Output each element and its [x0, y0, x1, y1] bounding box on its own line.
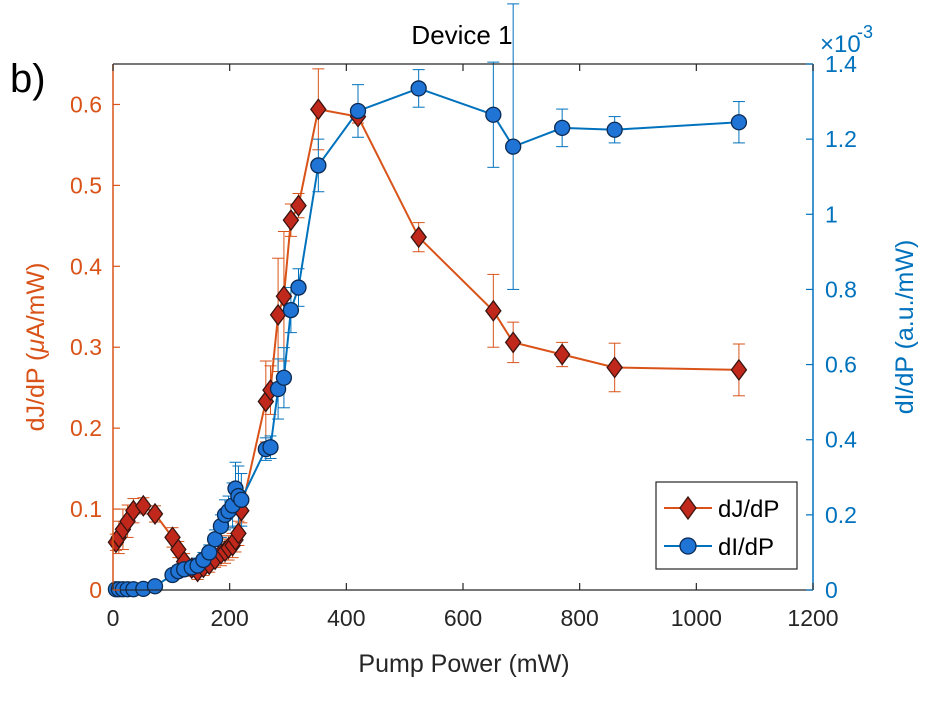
right-y-tick-label: 0.4 — [825, 427, 857, 453]
right-y-axis-label: dI/dP (a.u./mW) — [891, 240, 919, 415]
legend-label-di: dI/dP — [718, 534, 774, 561]
series-line-dJ/dP — [115, 108, 739, 573]
data-point-di — [606, 121, 623, 138]
data-point-di — [282, 301, 300, 319]
data-point-dj — [504, 331, 522, 354]
data-point-dj — [146, 502, 164, 526]
right-exponent-base: ×10 — [820, 31, 861, 58]
right-y-tick-label: 1.4 — [825, 51, 857, 77]
series-markers — [107, 80, 748, 598]
x-tick-label: 1200 — [787, 605, 838, 631]
chart-title: Device 1 — [411, 20, 512, 50]
data-point-dj — [606, 356, 623, 379]
x-tick-label: 800 — [560, 605, 598, 631]
x-tick-label: 600 — [444, 605, 482, 631]
legend-label-dj: dJ/dP — [718, 496, 779, 523]
data-point-di — [233, 491, 250, 508]
x-tick-label: 0 — [107, 605, 120, 631]
right-y-tick-label: 0.8 — [825, 276, 857, 302]
right-y-tick-label: 1 — [825, 201, 838, 227]
series-line-dI/dP — [115, 87, 739, 591]
data-point-di — [310, 157, 327, 174]
data-point-dj — [553, 343, 571, 366]
data-point-di — [262, 439, 279, 456]
x-tick-label: 200 — [210, 605, 248, 631]
data-point-dj — [410, 226, 427, 249]
right-exponent-power: -3 — [857, 22, 873, 42]
left-y-tick-label: 0.2 — [70, 415, 102, 441]
data-point-dj — [135, 494, 152, 517]
left-y-tick-label: 0.6 — [70, 91, 102, 117]
series-lines — [115, 87, 739, 591]
left-y-label-part-2: A/mW) — [22, 263, 50, 339]
legend-box — [655, 481, 798, 570]
data-point-di — [505, 138, 522, 155]
panel-label: b) — [10, 57, 46, 101]
data-point-dj — [230, 522, 247, 545]
left-y-label-part-1: dJ/dP ( — [22, 352, 50, 431]
x-tick-label: 400 — [327, 605, 365, 631]
left-y-tick-label: 0.3 — [70, 334, 102, 360]
data-point-dj — [310, 98, 327, 121]
data-point-di — [349, 102, 367, 120]
legend-marker-dj — [679, 495, 697, 521]
left-y-tick-label: 0.4 — [70, 253, 102, 279]
data-point-di — [146, 578, 164, 595]
data-point-dj — [730, 358, 748, 381]
left-y-tick-label: 0 — [89, 577, 102, 603]
right-y-tick-label: 0.6 — [825, 352, 857, 378]
data-point-di — [730, 114, 748, 131]
data-point-di — [410, 80, 427, 97]
data-point-di — [554, 119, 571, 137]
right-axis-exponent: ×10 -3 — [820, 22, 873, 58]
data-point-di — [485, 106, 502, 123]
right-y-tick-label: 0 — [825, 577, 838, 603]
legend-marker-di — [679, 537, 697, 555]
data-point-dj — [485, 299, 502, 322]
right-y-tick-label: 0.2 — [825, 502, 857, 528]
axes: 0 200 400 600 800 1000 120000.10.20.30.40.50.6… — [70, 51, 857, 631]
left-y-label-mu: μ — [22, 339, 50, 354]
left-y-tick-label: 0.1 — [70, 496, 102, 522]
legend: dJ/dP dI/dP — [655, 481, 798, 570]
data-point-di — [290, 279, 307, 296]
data-point-dj — [282, 209, 300, 232]
data-point-di — [275, 369, 293, 386]
x-tick-label: 1000 — [671, 605, 722, 631]
left-y-axis-label: dJ/dP (μA/mW) — [22, 263, 50, 432]
x-axis-label: Pump Power (mW) — [358, 650, 569, 678]
right-y-tick-label: 1.2 — [825, 126, 857, 152]
data-point-dj — [290, 194, 307, 217]
left-y-tick-label: 0.5 — [70, 172, 102, 198]
